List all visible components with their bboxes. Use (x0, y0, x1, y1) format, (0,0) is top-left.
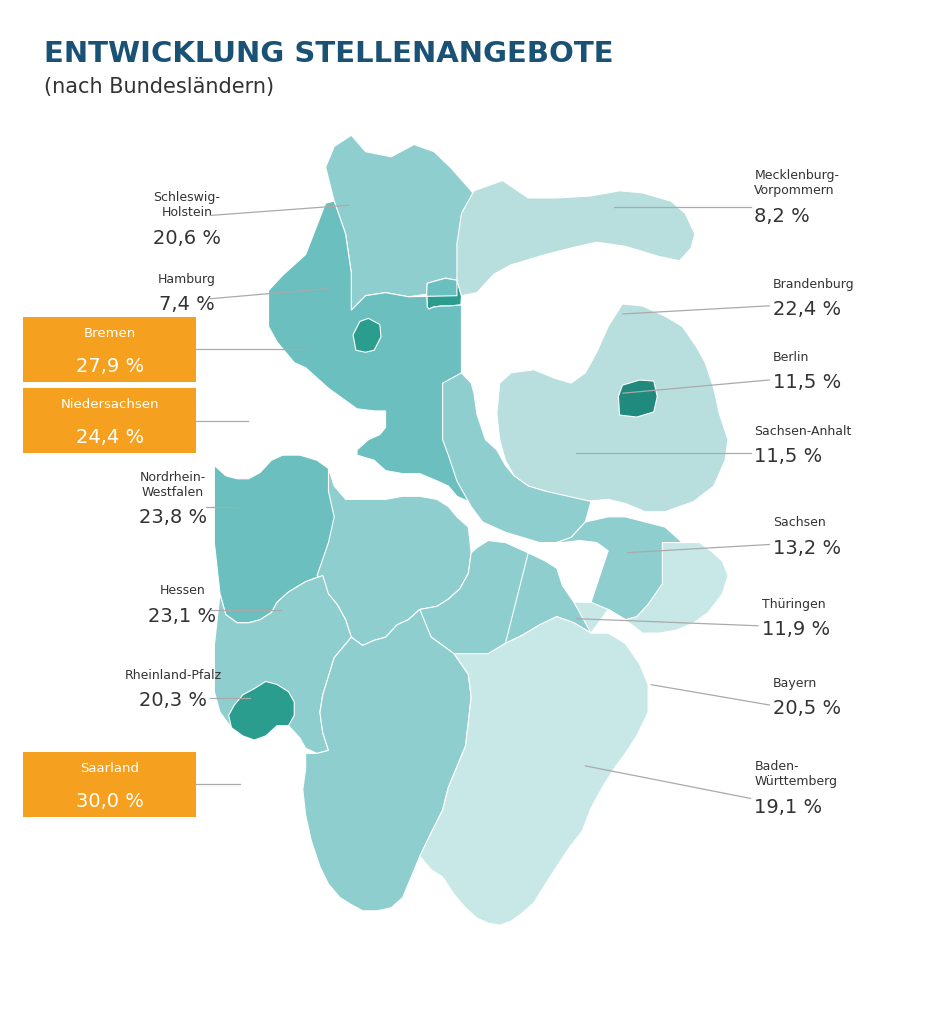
Polygon shape (457, 180, 695, 296)
Polygon shape (427, 279, 462, 309)
Polygon shape (303, 609, 471, 910)
Text: 23,8 %: 23,8 % (139, 508, 207, 527)
Polygon shape (269, 201, 514, 502)
Polygon shape (497, 304, 728, 512)
Text: 24,4 %: 24,4 % (76, 428, 144, 447)
Polygon shape (215, 455, 374, 623)
Text: Schleswig-
Holstein: Schleswig- Holstein (153, 191, 220, 219)
Text: 27,9 %: 27,9 % (76, 357, 144, 376)
Text: Bayern: Bayern (773, 677, 817, 690)
FancyBboxPatch shape (23, 317, 197, 382)
Text: ENTWICKLUNG STELLENANGEBOTE: ENTWICKLUNG STELLENANGEBOTE (44, 40, 613, 68)
Text: 20,3 %: 20,3 % (139, 691, 207, 710)
Text: 20,6 %: 20,6 % (153, 229, 221, 248)
Text: Sachsen: Sachsen (773, 516, 826, 529)
Text: (nach Bundesländern): (nach Bundesländern) (44, 77, 273, 97)
Text: 11,5 %: 11,5 % (754, 447, 823, 466)
FancyBboxPatch shape (23, 752, 197, 817)
Polygon shape (353, 318, 381, 352)
Polygon shape (229, 681, 294, 740)
Text: Rheinland-Pfalz: Rheinland-Pfalz (124, 669, 221, 682)
Text: 8,2 %: 8,2 % (754, 207, 810, 225)
Text: Baden-
Württemberg: Baden- Württemberg (754, 760, 837, 788)
Polygon shape (409, 541, 591, 653)
Text: Nordrhein-
Westfalen: Nordrhein- Westfalen (140, 471, 206, 499)
Text: Bremen: Bremen (83, 327, 136, 340)
Text: 7,4 %: 7,4 % (159, 295, 215, 314)
Text: Hessen: Hessen (160, 585, 205, 597)
Polygon shape (215, 575, 351, 754)
Text: Mecklenburg-
Vorpommern: Mecklenburg- Vorpommern (754, 169, 839, 198)
FancyBboxPatch shape (23, 388, 197, 453)
Text: 19,1 %: 19,1 % (754, 798, 822, 817)
Text: 30,0 %: 30,0 % (76, 792, 144, 811)
Text: Niedersachsen: Niedersachsen (61, 398, 159, 412)
Polygon shape (325, 135, 499, 310)
Text: Sachsen-Anhalt: Sachsen-Anhalt (754, 425, 851, 438)
Text: 11,9 %: 11,9 % (762, 620, 830, 639)
Polygon shape (317, 469, 471, 645)
Text: Hamburg: Hamburg (158, 272, 216, 286)
Text: Saarland: Saarland (80, 762, 139, 775)
Text: Thüringen: Thüringen (762, 598, 826, 610)
Text: 23,1 %: 23,1 % (149, 607, 217, 626)
Polygon shape (619, 380, 657, 417)
Polygon shape (420, 543, 728, 926)
Polygon shape (505, 517, 728, 643)
Text: 22,4 %: 22,4 % (773, 300, 841, 319)
Text: 11,5 %: 11,5 % (773, 373, 841, 392)
Text: Berlin: Berlin (773, 350, 810, 364)
Text: 20,5 %: 20,5 % (773, 699, 841, 718)
Text: 13,2 %: 13,2 % (773, 539, 841, 558)
Polygon shape (443, 373, 591, 543)
Text: Brandenburg: Brandenburg (773, 278, 854, 291)
